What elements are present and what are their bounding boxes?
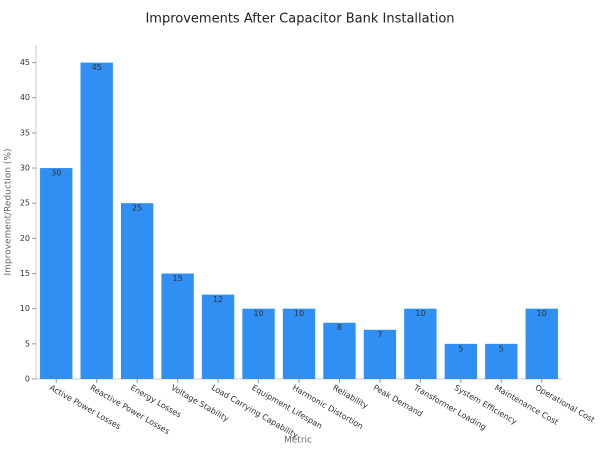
y-tick-label: 15 (20, 269, 30, 278)
y-tick-label: 40 (20, 93, 30, 102)
data-label: 45 (92, 63, 102, 72)
data-label: 10 (253, 309, 263, 318)
bar (120, 203, 154, 379)
data-label: 7 (377, 330, 382, 339)
chart-title: Improvements After Capacitor Bank Instal… (145, 12, 454, 27)
data-label: 5 (499, 344, 504, 353)
bar (201, 294, 235, 379)
data-label: 8 (337, 323, 342, 332)
bar (363, 329, 397, 379)
bar (242, 308, 275, 379)
bar (444, 343, 478, 379)
x-tick-label: Active Power Losses (48, 383, 122, 431)
bar (323, 322, 356, 379)
y-tick-label: 45 (20, 58, 30, 67)
data-label: 5 (458, 344, 463, 353)
y-tick-label: 35 (20, 128, 30, 137)
y-tick-label: 20 (20, 234, 30, 243)
data-label: 10 (294, 309, 304, 318)
y-tick-label: 10 (20, 304, 30, 313)
bar (404, 308, 437, 379)
bar (40, 168, 73, 379)
data-label: 10 (537, 309, 547, 318)
y-axis-label: Improvement/Reduction (%) (4, 148, 14, 275)
bar (525, 308, 558, 379)
x-tick-label: Transformer Loading (411, 383, 487, 432)
bar (282, 308, 316, 379)
x-tick-label: Harmonic Distortion (291, 383, 365, 431)
bar (161, 273, 194, 379)
bar (80, 62, 113, 379)
y-tick-label: 0 (25, 375, 30, 384)
bar (485, 343, 518, 379)
data-label: 12 (213, 295, 223, 304)
x-tick-label: Equipment Lifespan (250, 383, 323, 431)
data-label: 25 (132, 204, 142, 213)
data-label: 15 (173, 274, 183, 283)
y-tick-label: 5 (25, 339, 30, 348)
data-label: 30 (51, 169, 61, 178)
y-tick-label: 30 (20, 164, 30, 173)
y-tick-label: 25 (20, 199, 30, 208)
x-axis-label: Metric (284, 436, 312, 446)
data-label: 10 (415, 309, 425, 318)
